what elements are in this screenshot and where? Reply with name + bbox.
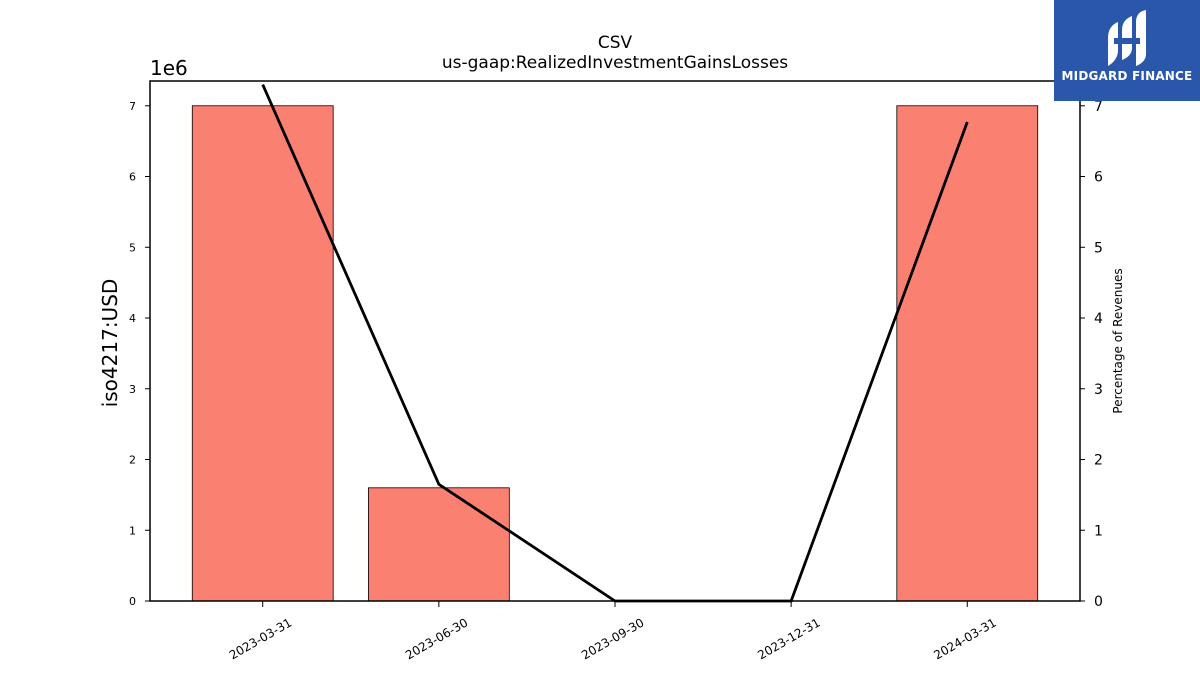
midgard-logo-icon bbox=[1108, 10, 1146, 66]
x-tick-label: 2024-03-31 bbox=[931, 615, 998, 662]
y2-tick-label: 4 bbox=[1094, 311, 1103, 327]
chart-title: CSV bbox=[598, 33, 633, 53]
y-offset-text: 1e6 bbox=[150, 56, 188, 80]
y2-tick-label: 1 bbox=[1094, 523, 1103, 539]
y-tick-label: 5 bbox=[129, 241, 136, 254]
x-tick-label: 2023-03-31 bbox=[227, 615, 294, 662]
logo-text: MIDGARD FINANCE bbox=[1061, 69, 1193, 83]
y2-axis-label: Percentage of Revenues bbox=[1111, 268, 1125, 413]
y2-tick-label: 2 bbox=[1094, 453, 1103, 469]
y2-tick-label: 0 bbox=[1094, 594, 1103, 610]
y2-tick-label: 5 bbox=[1094, 240, 1103, 256]
midgard-logo: MIDGARD FINANCE bbox=[1054, 0, 1200, 101]
x-tick-label: 2023-12-31 bbox=[755, 615, 822, 662]
bar-group bbox=[191, 105, 1039, 602]
y-tick-label: 2 bbox=[129, 454, 136, 467]
chart-subtitle: us-gaap:RealizedInvestmentGainsLosses bbox=[442, 53, 788, 73]
y-axis-label: iso4217:USD bbox=[98, 279, 122, 408]
y-tick-label: 4 bbox=[129, 312, 136, 325]
y2-tick-label: 7 bbox=[1094, 99, 1103, 115]
x-tick-label: 2023-06-30 bbox=[403, 615, 470, 662]
y-tick-label: 0 bbox=[129, 595, 136, 608]
y2-tick-label: 3 bbox=[1094, 382, 1103, 398]
right-axis-ticks: 0 1 2 3 4 5 6 7 bbox=[1080, 99, 1103, 610]
y-tick-label: 7 bbox=[129, 100, 136, 113]
left-axis-ticks: 0 1 2 3 4 5 6 7 bbox=[129, 100, 150, 608]
x-axis-ticks: 2023-03-31 2023-06-30 2023-09-30 2023-12-31… bbox=[227, 601, 999, 662]
bar-2023-03-31 bbox=[191, 105, 334, 602]
x-tick-label: 2023-09-30 bbox=[579, 615, 646, 662]
bar-2023-06-30 bbox=[368, 487, 510, 602]
y2-tick-label: 6 bbox=[1094, 170, 1103, 186]
bar-2024-03-31 bbox=[896, 105, 1039, 602]
y-tick-label: 6 bbox=[129, 171, 136, 184]
y-tick-label: 1 bbox=[129, 524, 136, 537]
y-tick-label: 3 bbox=[129, 383, 136, 396]
